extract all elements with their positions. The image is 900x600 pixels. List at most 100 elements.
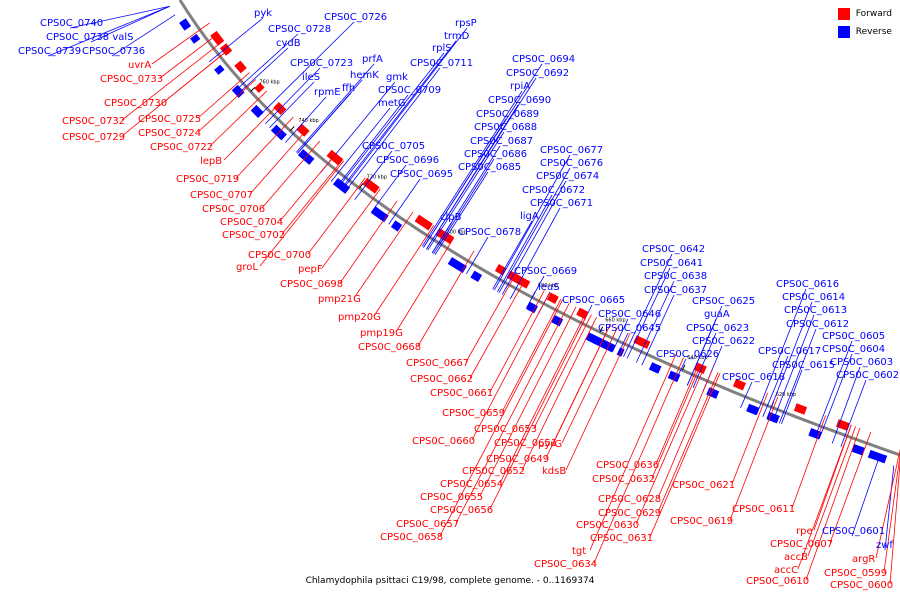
gene-label: CPS0C_0685	[458, 162, 521, 173]
reverse-gene-block	[867, 449, 888, 464]
gene-connector	[469, 279, 526, 379]
gene-label: CPS0C_0722	[150, 142, 213, 153]
gene-label: CPS0C_0607	[770, 539, 833, 550]
forward-gene-block	[835, 419, 850, 431]
gene-label: CPS0C_0611	[732, 504, 795, 515]
forward-gene-block	[693, 362, 707, 374]
gene-connector	[501, 298, 562, 413]
forward-gene-block	[219, 43, 233, 56]
gene-label: CPS0C_0730	[104, 98, 167, 109]
kbp-tick	[599, 326, 604, 333]
gene-connector	[805, 427, 861, 581]
reverse-gene-block	[231, 84, 245, 98]
gene-label: CPS0C_0661	[430, 388, 493, 399]
gene-label: lepB	[200, 156, 222, 167]
forward-gene-block	[414, 214, 433, 231]
gene-label: CPS0C_0695	[390, 169, 453, 180]
gene-label: CPS0C_0694	[512, 54, 575, 65]
gene-label: CPS0C_0700	[248, 250, 311, 261]
gene-label: CPS0C_0672	[522, 185, 585, 196]
legend-label-reverse: Reverse	[855, 27, 892, 37]
gene-label: CPS0C_0634	[534, 559, 597, 570]
gene-label: CPS0C_0599	[824, 568, 887, 579]
gene-connector	[731, 392, 769, 485]
gene-connector	[223, 103, 280, 161]
gene-label: pmp21G	[318, 294, 361, 305]
gene-label: CPS0C_0641	[640, 258, 703, 269]
gene-connector	[797, 424, 852, 570]
gene-label: trmD	[444, 31, 470, 42]
gene-label: groL	[236, 262, 258, 273]
gene-connector	[617, 332, 629, 355]
reverse-gene-block	[766, 411, 780, 424]
gene-connector	[778, 328, 817, 424]
gene-label: CPS0C_0662	[410, 374, 473, 385]
gene-connector	[297, 92, 352, 154]
gene-connector	[623, 253, 673, 357]
gene-connector	[649, 373, 721, 538]
kbp-tick	[289, 126, 295, 132]
gene-label: zwf	[876, 540, 893, 551]
forward-gene-block	[633, 335, 651, 349]
gene-label: tgt	[572, 546, 586, 557]
gene-connector	[340, 40, 457, 190]
gene-connector	[354, 150, 393, 200]
reverse-gene-block	[214, 64, 225, 75]
gene-label: CPS0C_0654	[440, 479, 503, 490]
gene-connector	[791, 415, 827, 509]
gene-connector	[465, 274, 516, 363]
gene-connector	[729, 396, 779, 521]
reverse-gene-block	[390, 220, 403, 232]
gene-label: ffh	[342, 83, 355, 94]
gene-label: CPS0C_0711	[410, 58, 473, 69]
gene-label: CPS0C_0704	[220, 217, 283, 228]
gene-connector	[807, 426, 856, 557]
gene-label: pmp20G	[338, 312, 381, 323]
gene-label: CPS0C_0653	[474, 424, 537, 435]
kbp-tick-label: 760 kbp	[259, 79, 279, 85]
gene-label: CPS0C_0726	[324, 12, 387, 23]
reverse-gene-block	[746, 403, 760, 416]
gene-connector	[545, 323, 611, 459]
gene-label: CPS0C_0687	[470, 136, 533, 147]
gene-connector	[433, 158, 495, 255]
gene-connector	[499, 311, 587, 484]
genome-caption: Chlamydophila psittaci C19/98, complete …	[305, 576, 595, 586]
reverse-gene-block	[470, 270, 483, 283]
kbp-tick	[681, 364, 686, 371]
gene-connector	[781, 369, 803, 425]
gene-label: CPS0C_0719	[176, 174, 239, 185]
gene-label: ileS	[302, 72, 320, 83]
gene-connector	[439, 299, 563, 537]
gene-label: CPS0C_0636	[596, 460, 659, 471]
gene-label: CPS0C_0678	[458, 227, 521, 238]
forward-gene-block	[296, 123, 310, 137]
gene-connector	[258, 21, 355, 118]
gene-label: CPS0C_0615	[772, 360, 835, 371]
gene-label: accB	[784, 552, 808, 563]
gene-connector	[756, 288, 807, 415]
reverse-gene-block	[808, 428, 822, 440]
gene-connector	[589, 354, 677, 551]
gene-label: kdsB	[542, 466, 566, 477]
gene-label: CPS0C_0626	[656, 349, 719, 360]
gene-connector	[395, 237, 454, 333]
gene-connector	[772, 314, 815, 422]
reverse-gene-block	[585, 332, 616, 353]
gene-connector	[234, 33, 299, 92]
gene-label: CPS0C_0645	[598, 323, 661, 334]
gene-connector	[526, 275, 545, 309]
gene-label: CPS0C_0667	[406, 358, 469, 369]
gene-label: pepF	[298, 264, 323, 275]
gene-connector	[521, 316, 597, 471]
gene-connector	[465, 236, 489, 275]
gene-label: rpe	[796, 526, 813, 537]
forward-gene-block	[793, 403, 808, 415]
gene-connector	[434, 171, 489, 256]
gene-label: CPS0C_0629	[598, 508, 661, 519]
gene-connector	[612, 318, 629, 352]
gene-label: CPS0C_0676	[540, 158, 603, 169]
kbp-tick-label: 660 kbp	[605, 317, 625, 323]
kbp-tick-label: 640 kbp	[687, 355, 707, 361]
gene-label: CPS0C_0625	[692, 296, 755, 307]
